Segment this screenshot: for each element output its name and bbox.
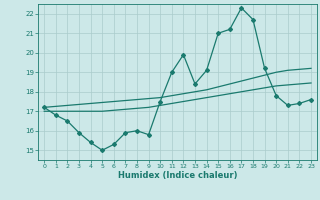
X-axis label: Humidex (Indice chaleur): Humidex (Indice chaleur) [118, 171, 237, 180]
